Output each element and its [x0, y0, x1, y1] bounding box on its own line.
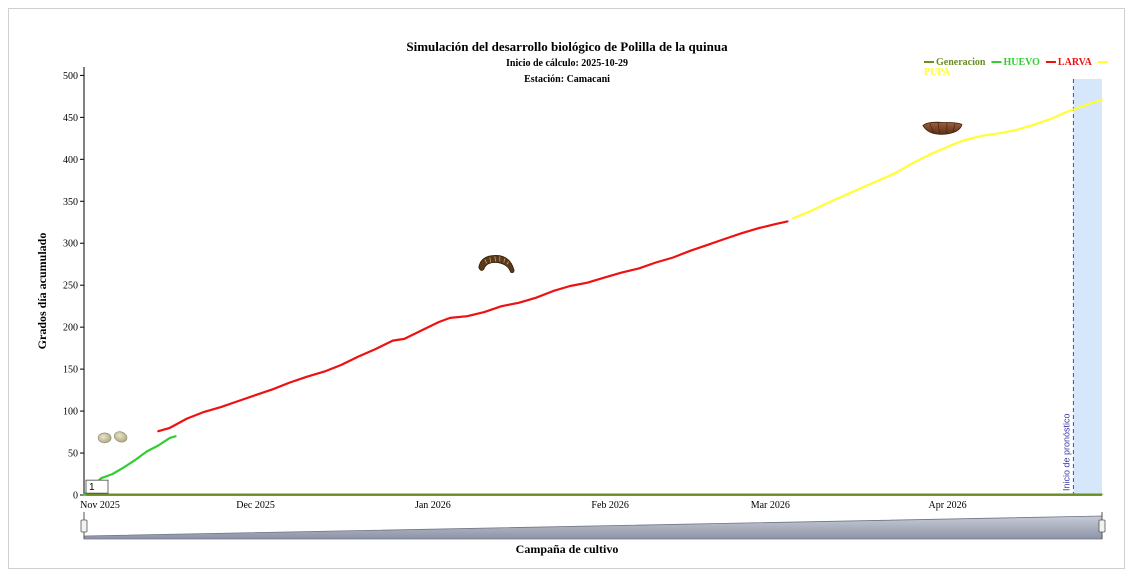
- forecast-band: [1073, 79, 1102, 495]
- y-tick-label-150: 150: [63, 365, 78, 376]
- y-tick-label-250: 250: [63, 281, 78, 292]
- navigator-handle-left[interactable]: [80, 519, 88, 533]
- navigator-handle-right[interactable]: [1098, 519, 1106, 533]
- series-line-huevo: [82, 435, 177, 497]
- legend-label-pupa[interactable]: PUPA: [924, 67, 951, 78]
- y-tick-label-400: 400: [63, 155, 78, 166]
- series-line-pupa: [792, 98, 1104, 220]
- generation-badge: 1: [85, 479, 109, 494]
- larva-icon: [478, 254, 515, 273]
- y-tick-label-450: 450: [63, 113, 78, 124]
- y-tick-label-50: 50: [68, 449, 78, 460]
- legend-label-huevo[interactable]: HUEVO: [1003, 57, 1040, 68]
- y-tick-label-0: 0: [73, 491, 78, 502]
- legend: Generacion HUEVO LARVA PUPA: [924, 57, 1108, 78]
- x-ticks: Nov 2025 Dec 2025 Jan 2026 Feb 2026 Mar 2026…: [80, 500, 966, 511]
- navigator-area: [83, 515, 1103, 540]
- egg-icon: [97, 431, 128, 444]
- y-tick-label-300: 300: [63, 239, 78, 250]
- legend-label-larva[interactable]: LARVA: [1058, 57, 1093, 68]
- y-tick-label-500: 500: [63, 71, 78, 82]
- chart-subtitle-start: Inicio de cálculo: 2025-10-29: [506, 58, 628, 69]
- generation-box: [85, 479, 109, 494]
- forecast-label: Inicio de pronóstico: [1061, 413, 1071, 491]
- generation-label: 1: [89, 482, 95, 493]
- legend-label-generacion[interactable]: Generacion: [936, 57, 986, 68]
- y-tick-label-350: 350: [63, 197, 78, 208]
- x-axis-label: Campaña de cultivo: [516, 542, 619, 556]
- chart-frame: Simulación del desarrollo biológico de P…: [8, 8, 1125, 569]
- series-line-larva: [157, 220, 789, 433]
- pupa-icon: [922, 121, 963, 135]
- chart-svg: Simulación del desarrollo biológico de P…: [35, 39, 1108, 556]
- y-tick-label-100: 100: [63, 407, 78, 418]
- series-lines: [82, 98, 1104, 497]
- x-tick-label-apr-2026: Apr 2026: [929, 500, 967, 511]
- y-axis-label: Grados día acumulado: [35, 233, 49, 350]
- x-tick-label-nov-2025: Nov 2025: [80, 500, 120, 511]
- chart-subtitle-station: Estación: Camacani: [524, 74, 610, 85]
- x-tick-label-mar-2026: Mar 2026: [751, 500, 790, 511]
- y-ticks: 0 50 100 150 200 250 300 350 400 450 500: [63, 71, 84, 502]
- x-tick-label-dec-2025: Dec 2025: [236, 500, 275, 511]
- x-tick-label-feb-2026: Feb 2026: [591, 500, 629, 511]
- chart-title: Simulación del desarrollo biológico de P…: [406, 39, 728, 54]
- range-navigator: [80, 512, 1106, 540]
- x-tick-label-jan-2026: Jan 2026: [415, 500, 451, 511]
- y-tick-label-200: 200: [63, 323, 78, 334]
